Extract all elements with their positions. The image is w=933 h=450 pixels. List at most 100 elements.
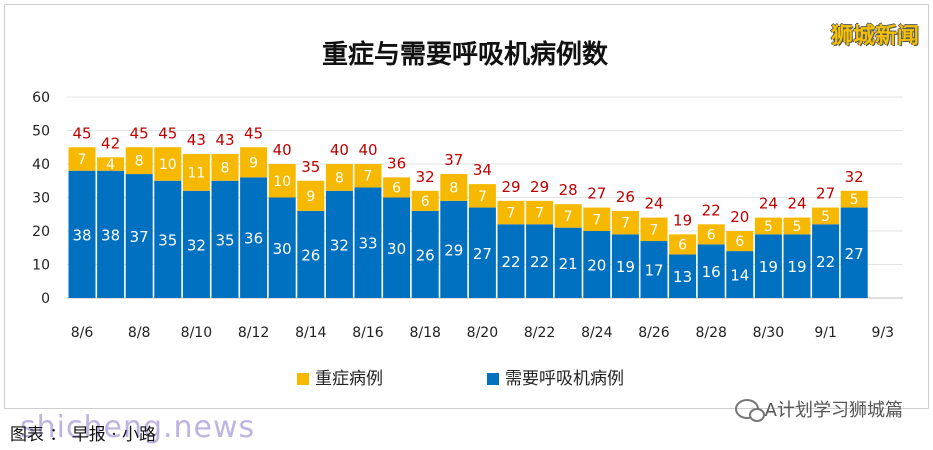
data-label-severe: 7 (364, 169, 373, 185)
data-label-ventilator: 35 (158, 231, 177, 249)
data-label-severe: 7 (535, 206, 544, 222)
data-labels: 38 7 45 38 4 42 37 8 45 35 10 45 32 11 43 35 8 43 36 9 45 30 1… (72, 124, 863, 286)
data-label-ventilator: 17 (644, 262, 663, 280)
data-label-severe: 7 (478, 189, 487, 205)
y-tick-label: 40 (32, 157, 50, 173)
bar-ventilator (669, 254, 697, 298)
data-label-total: 26 (616, 188, 635, 206)
x-tick-label: 9/3 (872, 325, 895, 341)
x-tick-label: 8/30 (753, 325, 784, 341)
bar-ventilator (611, 234, 639, 298)
data-label-total: 45 (158, 124, 177, 142)
data-label-ventilator: 19 (616, 258, 635, 276)
x-tick-label: 8/20 (467, 325, 498, 341)
bar-ventilator (297, 210, 325, 298)
bar-ventilator (697, 244, 725, 298)
legend-label-severe: 重症病例 (315, 369, 383, 389)
wechat-account: A计划学习狮城篇 (734, 396, 903, 422)
data-label-total: 32 (416, 168, 435, 186)
data-label-severe: 7 (507, 206, 516, 222)
wechat-icon (734, 399, 765, 422)
data-label-severe: 5 (764, 219, 773, 235)
x-tick-label: 8/18 (409, 325, 440, 341)
data-label-severe: 7 (592, 212, 601, 228)
bar-severe (697, 224, 725, 245)
data-label-ventilator: 22 (530, 253, 549, 271)
data-label-severe: 8 (335, 170, 344, 186)
data-label-ventilator: 27 (473, 245, 492, 263)
bar-severe (211, 153, 239, 181)
data-label-total: 32 (845, 168, 864, 186)
bar-severe (526, 200, 554, 225)
brand-logo-text: 狮城新闻 (830, 23, 919, 49)
data-label-total: 27 (587, 185, 606, 203)
y-tick-label: 20 (32, 224, 50, 240)
data-label-severe: 11 (187, 165, 205, 181)
bar-ventilator (754, 234, 782, 298)
data-label-total: 22 (702, 201, 721, 219)
bar-ventilator (783, 234, 811, 298)
bar-ventilator (97, 170, 125, 298)
x-axis-ticks: 8/6 8/8 8/10 8/12 8/14 8/16 8/18 8/20 8/22 8/24 8/… (71, 325, 894, 341)
bar-ventilator (125, 174, 153, 298)
bar-ventilator (154, 180, 182, 298)
data-label-total: 24 (787, 195, 806, 213)
bar-severe (640, 217, 668, 242)
data-label-ventilator: 22 (501, 253, 520, 271)
x-tick-label: 8/24 (581, 325, 613, 341)
data-label-ventilator: 29 (444, 241, 463, 259)
data-label-ventilator: 38 (72, 226, 91, 244)
bar-severe (182, 153, 210, 191)
x-tick-label: 8/22 (524, 325, 555, 341)
data-label-severe: 4 (106, 157, 115, 173)
data-label-ventilator: 27 (845, 245, 864, 263)
x-tick-label: 8/28 (695, 325, 726, 341)
data-label-severe: 10 (159, 157, 177, 173)
data-label-ventilator: 32 (330, 236, 349, 254)
data-label-severe: 6 (392, 180, 401, 196)
legend: 重症病例 需要呼吸机病例 (297, 369, 624, 389)
figure-caption: 图表 ： 早报 · 小路 (10, 425, 157, 445)
data-label-ventilator: 30 (387, 240, 406, 258)
data-label-ventilator: 26 (301, 246, 320, 264)
bar-severe (468, 184, 496, 208)
data-label-total: 40 (273, 141, 292, 159)
data-label-severe: 8 (221, 160, 230, 176)
data-label-total: 36 (387, 154, 406, 172)
bar-severe (68, 147, 96, 171)
bar-ventilator (640, 241, 668, 298)
data-label-total: 27 (816, 185, 835, 203)
bar-severe (583, 207, 611, 231)
data-label-severe: 6 (678, 237, 687, 253)
bar-ventilator (68, 170, 96, 298)
bar-ventilator (468, 207, 496, 298)
x-tick-label: 9/1 (814, 325, 837, 341)
data-label-total: 43 (215, 131, 234, 149)
data-label-total: 29 (501, 178, 520, 196)
bar-severe (125, 147, 153, 175)
data-label-total: 45 (72, 124, 91, 142)
data-label-severe: 7 (621, 216, 630, 232)
chart-title: 重症与需要呼吸机病例数 (322, 39, 609, 70)
data-label-total: 37 (444, 151, 463, 169)
data-label-severe: 6 (707, 227, 716, 243)
data-label-total: 45 (244, 124, 263, 142)
bar-ventilator (383, 197, 411, 298)
data-label-total: 24 (644, 195, 663, 213)
bar-ventilator (526, 224, 554, 298)
bar-severe (669, 234, 697, 255)
data-label-severe: 5 (821, 209, 830, 225)
data-label-total: 19 (673, 211, 692, 229)
bar-severe (554, 204, 582, 228)
data-label-severe: 7 (650, 222, 659, 238)
bar-severe (411, 190, 439, 211)
bar-ventilator (240, 177, 268, 298)
data-label-total: 40 (330, 141, 349, 159)
data-label-severe: 9 (306, 189, 315, 205)
data-label-severe: 8 (135, 154, 144, 170)
bar-ventilator (726, 251, 754, 298)
data-label-ventilator: 22 (816, 253, 835, 271)
x-tick-label: 8/26 (638, 325, 670, 341)
bar-severe (297, 180, 325, 211)
